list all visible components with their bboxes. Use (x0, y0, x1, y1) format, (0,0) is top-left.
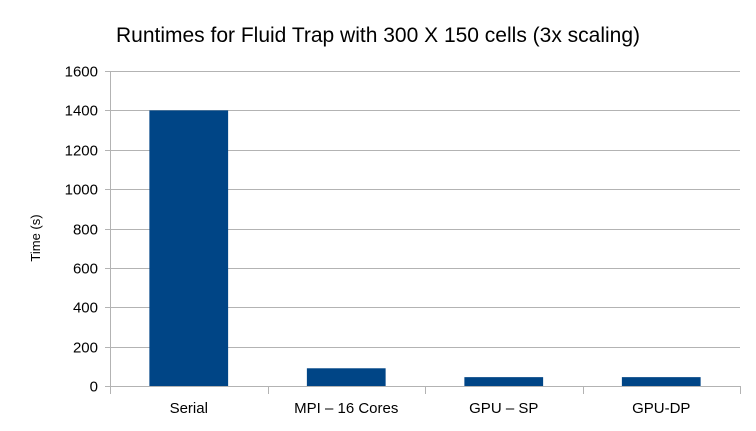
y-tick-label: 600 (73, 261, 98, 278)
y-tick-label: 1600 (65, 64, 98, 81)
y-tick-label: 800 (73, 222, 98, 239)
chart-title: Runtimes for Fluid Trap with 300 X 150 c… (116, 24, 640, 47)
y-tick-labels: 0 200 400 600 800 1000 1200 1400 1600 (65, 64, 98, 396)
x-tick-labels: Serial MPI – 16 Cores GPU – SP GPU-DP (170, 400, 691, 417)
y-axis-label: Time (s) (28, 214, 43, 261)
x-tick-label: Serial (170, 400, 208, 417)
y-tick-label: 1400 (65, 103, 98, 120)
y-tick-label: 0 (90, 379, 98, 396)
x-tick-label: GPU – SP (469, 400, 538, 417)
y-tick-label: 400 (73, 300, 98, 317)
x-tick-label: MPI – 16 Cores (294, 400, 398, 417)
y-tick-label: 1000 (65, 182, 98, 199)
bar-serial (149, 110, 229, 386)
bar-mpi-16-cores (306, 368, 386, 386)
bar-series (149, 110, 701, 386)
bar-gpu-dp (621, 377, 701, 386)
axes (105, 71, 741, 394)
y-tick-label: 1200 (65, 143, 98, 160)
x-tick-label: GPU-DP (632, 400, 690, 417)
bar-gpu-sp (464, 377, 544, 386)
y-tick-label: 200 (73, 340, 98, 357)
